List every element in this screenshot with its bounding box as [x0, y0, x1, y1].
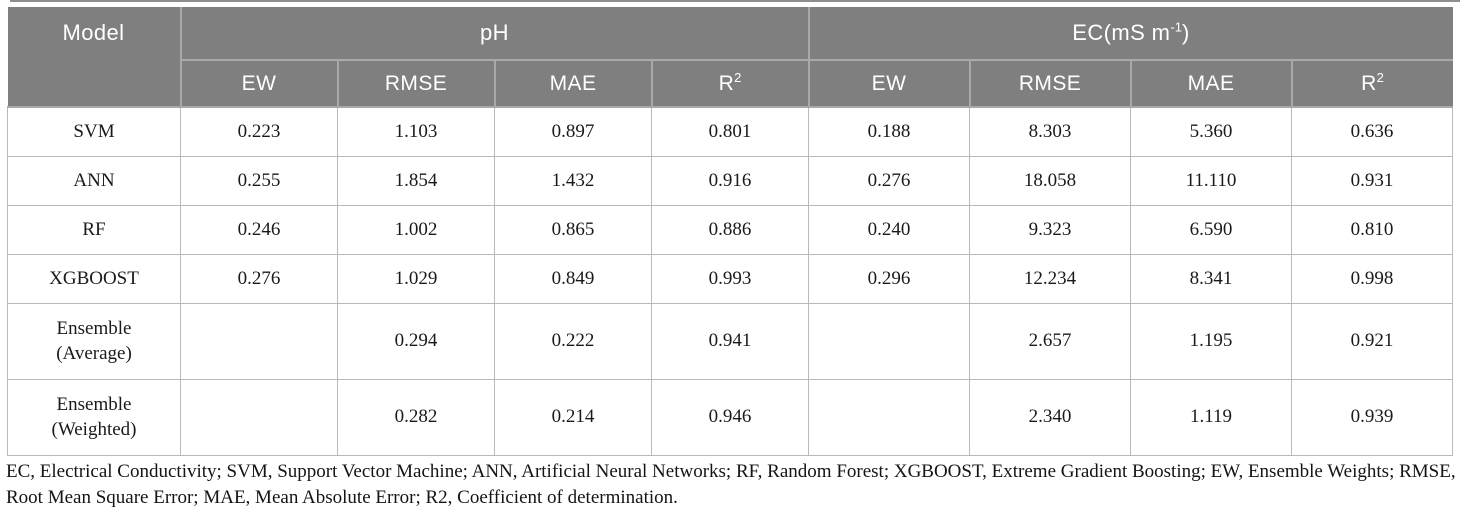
column-header-ph-r2: R2 — [650, 59, 810, 108]
cell-value: 0.276 — [808, 155, 970, 206]
ec-group-superscript: -1 — [1170, 19, 1182, 35]
column-header-ph-mae: MAE — [493, 59, 653, 108]
cell-model: ANN — [7, 155, 181, 206]
cell-value: 0.941 — [651, 302, 809, 380]
cell-value: 0.255 — [180, 155, 338, 206]
cell-value — [808, 378, 970, 456]
cell-value: 0.282 — [337, 378, 495, 456]
column-header-ec-mae: MAE — [1129, 59, 1293, 108]
cell-value — [180, 302, 338, 380]
cell-value: 11.110 — [1130, 155, 1292, 206]
cell-value — [180, 378, 338, 456]
cell-value: 0.946 — [651, 378, 809, 456]
table-row-ensemble-weighted: Ensemble (Weighted) 0.282 0.214 0.946 2.… — [7, 378, 1453, 456]
column-header-ph-rmse: RMSE — [336, 59, 496, 108]
cell-value: 6.590 — [1130, 204, 1292, 255]
cell-model: SVM — [7, 106, 181, 157]
table-body: SVM 0.223 1.103 0.897 0.801 0.188 8.303 … — [7, 106, 1453, 456]
cell-value: 1.103 — [337, 106, 495, 157]
cell-value: 0.246 — [180, 204, 338, 255]
cell-value: 1.854 — [337, 155, 495, 206]
cell-value: 2.657 — [969, 302, 1131, 380]
cell-value: 0.897 — [494, 106, 652, 157]
column-group-ec: EC(mS m-1) — [807, 7, 1453, 61]
cell-value: 9.323 — [969, 204, 1131, 255]
cell-value: 0.886 — [651, 204, 809, 255]
table-row-rf: RF 0.246 1.002 0.865 0.886 0.240 9.323 6… — [7, 204, 1453, 255]
cell-value: 1.119 — [1130, 378, 1292, 456]
cell-value: 12.234 — [969, 253, 1131, 304]
column-header-ec-rmse: RMSE — [968, 59, 1132, 108]
cell-value: 0.296 — [808, 253, 970, 304]
column-header-ec-ew: EW — [807, 59, 971, 108]
cell-value: 1.432 — [494, 155, 652, 206]
table-row-ann: ANN 0.255 1.854 1.432 0.916 0.276 18.058… — [7, 155, 1453, 206]
cell-value: 0.916 — [651, 155, 809, 206]
cell-model: XGBOOST — [7, 253, 181, 304]
cell-value: 0.276 — [180, 253, 338, 304]
table-row-svm: SVM 0.223 1.103 0.897 0.801 0.188 8.303 … — [7, 106, 1453, 157]
cell-value: 0.188 — [808, 106, 970, 157]
cell-value: 0.810 — [1291, 204, 1453, 255]
table-row-xgboost: XGBOOST 0.276 1.029 0.849 0.993 0.296 12… — [7, 253, 1453, 304]
model-metrics-table: Model pH EC(mS m-1) EW RMSE MAE R2 EW RM… — [7, 7, 1453, 456]
cell-value: 0.214 — [494, 378, 652, 456]
cell-value: 0.993 — [651, 253, 809, 304]
ph-group-label: pH — [480, 20, 509, 45]
cell-value: 2.340 — [969, 378, 1131, 456]
cell-value: 0.921 — [1291, 302, 1453, 380]
cell-value: 1.002 — [337, 204, 495, 255]
cell-value: 0.998 — [1291, 253, 1453, 304]
table-header: Model pH EC(mS m-1) EW RMSE MAE R2 EW RM… — [7, 7, 1453, 108]
cell-value: 8.303 — [969, 106, 1131, 157]
cell-value: 0.849 — [494, 253, 652, 304]
column-header-model: Model — [7, 7, 182, 108]
table-row-ensemble-average: Ensemble (Average) 0.294 0.222 0.941 2.6… — [7, 302, 1453, 380]
cell-value: 18.058 — [969, 155, 1131, 206]
header-group-row: Model pH EC(mS m-1) — [7, 7, 1453, 108]
cell-value: 0.931 — [1291, 155, 1453, 206]
table-footnote: EC, Electrical Conductivity; SVM, Suppor… — [6, 461, 1456, 508]
cell-value: 0.240 — [808, 204, 970, 255]
cell-value: 0.636 — [1291, 106, 1453, 157]
cell-value: 0.939 — [1291, 378, 1453, 456]
top-rule-divider — [10, 0, 1460, 2]
cell-value: 1.195 — [1130, 302, 1292, 380]
cell-model: RF — [7, 204, 181, 255]
cell-value — [808, 302, 970, 380]
cell-model: Ensemble (Weighted) — [7, 378, 181, 456]
model-header-label: Model — [62, 20, 125, 45]
cell-value: 0.223 — [180, 106, 338, 157]
column-header-ec-r2: R2 — [1290, 59, 1453, 108]
cell-value: 1.029 — [337, 253, 495, 304]
cell-model: Ensemble (Average) — [7, 302, 181, 380]
cell-value: 0.294 — [337, 302, 495, 380]
column-group-ph: pH — [179, 7, 810, 61]
cell-value: 0.865 — [494, 204, 652, 255]
header-metric-row: EW RMSE MAE R2 EW RMSE MAE R2 — [8, 59, 1453, 108]
column-header-ph-ew: EW — [179, 59, 339, 108]
ec-group-label: EC(mS m — [1072, 20, 1171, 45]
cell-value: 0.801 — [651, 106, 809, 157]
cell-value: 5.360 — [1130, 106, 1292, 157]
cell-value: 8.341 — [1130, 253, 1292, 304]
cell-value: 0.222 — [494, 302, 652, 380]
